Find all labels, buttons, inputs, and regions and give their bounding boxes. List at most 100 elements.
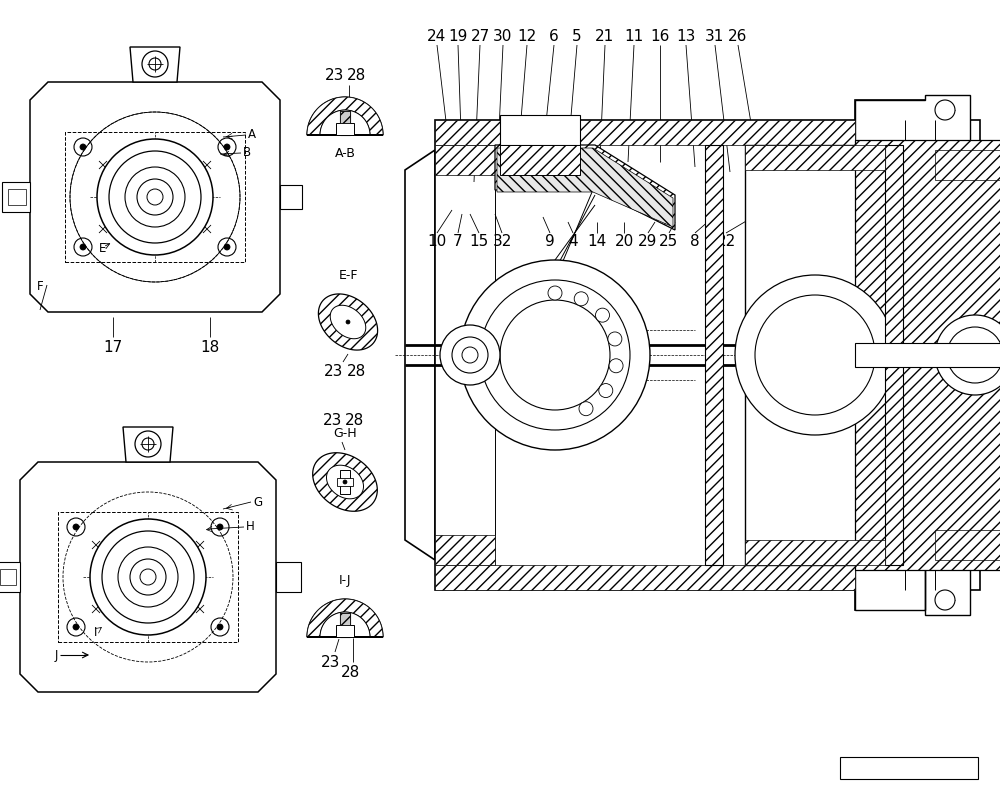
Text: 13: 13	[676, 29, 696, 44]
Text: 7: 7	[453, 234, 463, 249]
Circle shape	[935, 590, 955, 610]
Text: 22: 22	[716, 234, 736, 249]
Polygon shape	[320, 110, 370, 135]
Text: 23: 23	[323, 413, 343, 428]
Text: I: I	[94, 626, 98, 638]
Circle shape	[118, 547, 178, 607]
Circle shape	[73, 624, 79, 630]
Polygon shape	[935, 530, 1000, 560]
Text: 25: 25	[659, 234, 679, 249]
Polygon shape	[405, 150, 435, 560]
Circle shape	[462, 347, 478, 363]
Text: J: J	[55, 649, 58, 661]
Circle shape	[67, 618, 85, 636]
Text: 6: 6	[549, 29, 559, 44]
Text: 20: 20	[614, 234, 634, 249]
Text: I-J: I-J	[339, 574, 351, 587]
Bar	[0, 569, 16, 585]
Circle shape	[142, 51, 168, 77]
Bar	[500, 115, 580, 145]
Text: 4: 4	[568, 234, 578, 249]
Bar	[340, 613, 350, 625]
Circle shape	[460, 260, 650, 450]
Circle shape	[599, 383, 613, 398]
Circle shape	[608, 332, 622, 346]
Circle shape	[147, 189, 163, 205]
Circle shape	[224, 144, 230, 150]
Text: A-B: A-B	[335, 147, 355, 160]
Circle shape	[440, 325, 500, 385]
Polygon shape	[307, 97, 383, 135]
Circle shape	[574, 291, 588, 306]
Text: 5: 5	[572, 29, 582, 44]
Circle shape	[609, 359, 623, 373]
Text: 31: 31	[705, 29, 725, 44]
Polygon shape	[280, 185, 302, 209]
Circle shape	[109, 151, 201, 243]
Circle shape	[97, 139, 213, 255]
Circle shape	[142, 438, 154, 450]
Text: 11: 11	[624, 29, 644, 44]
Text: G: G	[253, 496, 262, 508]
Circle shape	[74, 138, 92, 156]
Polygon shape	[320, 612, 370, 637]
Text: A: A	[248, 128, 256, 142]
Polygon shape	[130, 47, 180, 82]
Polygon shape	[123, 427, 173, 462]
Polygon shape	[435, 120, 855, 145]
Polygon shape	[885, 145, 903, 565]
Polygon shape	[745, 145, 885, 170]
Polygon shape	[327, 465, 364, 499]
Polygon shape	[497, 148, 673, 227]
Circle shape	[935, 100, 955, 120]
Polygon shape	[935, 150, 1000, 180]
Circle shape	[130, 559, 166, 595]
Text: B: B	[243, 147, 251, 159]
Polygon shape	[705, 145, 723, 565]
Circle shape	[211, 618, 229, 636]
Circle shape	[947, 327, 1000, 383]
Text: 15: 15	[469, 234, 489, 249]
Bar	[500, 145, 580, 175]
Text: 8: 8	[690, 234, 700, 249]
Circle shape	[137, 179, 173, 215]
Bar	[65, 132, 245, 262]
Polygon shape	[935, 150, 1000, 560]
Circle shape	[74, 238, 92, 256]
Circle shape	[500, 300, 610, 410]
Text: BS05D057: BS05D057	[876, 761, 942, 775]
Polygon shape	[330, 305, 366, 339]
Text: 30: 30	[493, 29, 513, 44]
Text: 28: 28	[347, 68, 367, 83]
Polygon shape	[435, 535, 495, 565]
Circle shape	[218, 238, 236, 256]
Circle shape	[80, 244, 86, 250]
Polygon shape	[495, 145, 675, 230]
Polygon shape	[318, 294, 378, 350]
Circle shape	[595, 308, 609, 322]
Text: 18: 18	[200, 340, 220, 355]
Text: E-F: E-F	[338, 269, 358, 282]
Polygon shape	[855, 140, 1000, 570]
Text: 12: 12	[517, 29, 537, 44]
Text: H: H	[246, 520, 255, 534]
Circle shape	[579, 402, 593, 416]
Text: 21: 21	[595, 29, 615, 44]
Circle shape	[90, 519, 206, 635]
Text: 28: 28	[345, 413, 365, 428]
Circle shape	[135, 431, 161, 457]
Polygon shape	[313, 453, 377, 512]
Circle shape	[73, 524, 79, 530]
Polygon shape	[745, 145, 885, 565]
Text: 28: 28	[346, 364, 366, 379]
Bar	[337, 478, 353, 486]
Circle shape	[217, 624, 223, 630]
Text: 26: 26	[728, 29, 748, 44]
Circle shape	[211, 518, 229, 536]
Polygon shape	[276, 562, 301, 592]
Polygon shape	[20, 462, 276, 692]
Bar	[855, 343, 1000, 367]
Bar	[340, 111, 350, 135]
Circle shape	[480, 280, 630, 430]
Text: E: E	[99, 242, 107, 256]
